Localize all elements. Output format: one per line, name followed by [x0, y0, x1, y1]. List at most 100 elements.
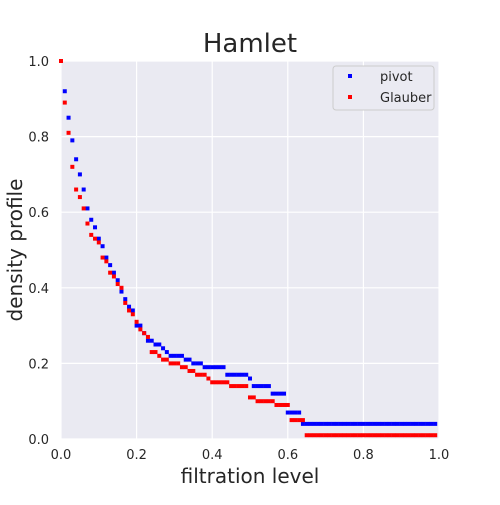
y-tick-label: 1.0: [28, 55, 49, 70]
data-point-glauber: [210, 380, 215, 385]
data-point-glauber: [425, 433, 430, 438]
data-point-glauber: [270, 399, 275, 404]
data-point-glauber: [164, 357, 169, 362]
data-point-pivot: [308, 421, 313, 426]
grid-lines: [60, 60, 440, 440]
data-point-pivot: [89, 217, 94, 222]
legend-marker-glauber: [348, 95, 352, 99]
data-point-pivot: [304, 421, 309, 426]
data-point-pivot: [248, 376, 252, 381]
data-point-glauber: [123, 300, 128, 305]
data-point-pivot: [274, 391, 279, 396]
data-point-glauber: [62, 100, 67, 105]
data-point-pivot: [410, 421, 415, 426]
data-point-glauber: [384, 433, 389, 438]
data-point-glauber: [421, 433, 426, 438]
data-point-glauber: [387, 433, 392, 438]
data-point-pivot: [62, 89, 67, 94]
legend-box: [332, 65, 435, 111]
data-point-glauber: [130, 312, 135, 317]
data-point-glauber: [353, 433, 358, 438]
data-point-glauber: [66, 130, 71, 135]
data-point-glauber: [179, 365, 184, 370]
data-points: [59, 59, 438, 438]
data-point-glauber: [195, 372, 200, 377]
data-point-pivot: [93, 225, 98, 230]
data-point-glauber: [108, 270, 113, 275]
data-point-glauber: [350, 433, 355, 438]
data-point-glauber: [142, 331, 147, 336]
y-tick-label: 0.0: [28, 433, 49, 448]
data-point-glauber: [338, 433, 343, 438]
data-point-pivot: [282, 391, 287, 396]
data-point-glauber: [308, 433, 313, 438]
y-tick-label: 0.6: [28, 206, 49, 221]
data-point-glauber: [259, 399, 264, 404]
data-point-pivot: [425, 421, 430, 426]
data-point-pivot: [74, 157, 79, 162]
data-point-glauber: [342, 433, 347, 438]
data-point-pivot: [183, 357, 188, 362]
data-point-pivot: [217, 365, 222, 370]
data-point-pivot: [111, 270, 116, 275]
data-point-pivot: [134, 323, 139, 328]
data-point-pivot: [66, 115, 71, 120]
data-point-glauber: [357, 433, 362, 438]
data-point-pivot: [380, 421, 385, 426]
data-point-pivot: [100, 244, 105, 249]
data-point-glauber: [418, 433, 423, 438]
data-point-pivot: [391, 421, 396, 426]
x-tick-label: 0.6: [277, 448, 298, 463]
data-point-glauber: [365, 433, 370, 438]
data-point-glauber: [410, 433, 415, 438]
data-point-glauber: [119, 285, 124, 290]
data-point-glauber: [168, 361, 173, 366]
data-point-pivot: [202, 365, 207, 370]
data-point-pivot: [368, 421, 373, 426]
data-point-pivot: [213, 365, 218, 370]
data-point-pivot: [327, 421, 332, 426]
data-point-pivot: [123, 297, 128, 302]
data-point-glauber: [251, 395, 256, 400]
data-point-pivot: [119, 289, 124, 294]
data-point-glauber: [236, 384, 241, 389]
data-point-glauber: [263, 399, 268, 404]
data-point-pivot: [145, 338, 150, 343]
data-point-glauber: [293, 418, 298, 423]
data-point-pivot: [297, 410, 302, 415]
data-point-glauber: [399, 433, 404, 438]
data-point-pivot: [198, 361, 203, 366]
data-point-glauber: [368, 433, 373, 438]
data-point-pivot: [421, 421, 426, 426]
data-point-pivot: [206, 365, 211, 370]
data-point-pivot: [149, 338, 154, 343]
data-point-pivot: [433, 421, 438, 426]
data-point-glauber: [255, 399, 260, 404]
data-point-glauber: [278, 402, 283, 407]
data-point-glauber: [380, 433, 385, 438]
data-point-pivot: [429, 421, 434, 426]
data-point-pivot: [399, 421, 404, 426]
data-point-pivot: [418, 421, 423, 426]
data-point-glauber: [232, 384, 237, 389]
data-point-pivot: [138, 323, 143, 328]
y-tick-label: 0.2: [28, 357, 49, 372]
data-point-pivot: [285, 410, 290, 415]
data-point-glauber: [202, 372, 207, 377]
data-point-pivot: [270, 391, 275, 396]
data-point-glauber: [285, 402, 290, 407]
data-point-glauber: [266, 399, 271, 404]
data-point-pivot: [323, 421, 328, 426]
data-point-glauber: [100, 255, 105, 260]
data-point-glauber: [319, 433, 324, 438]
data-point-pivot: [168, 353, 173, 358]
data-point-glauber: [221, 380, 226, 385]
legend: pivot Glauber: [332, 65, 435, 111]
data-point-glauber: [361, 433, 366, 438]
data-point-pivot: [179, 353, 184, 358]
data-point-glauber: [104, 259, 109, 264]
data-point-glauber: [138, 327, 143, 332]
data-point-pivot: [232, 372, 237, 377]
data-point-glauber: [316, 433, 321, 438]
